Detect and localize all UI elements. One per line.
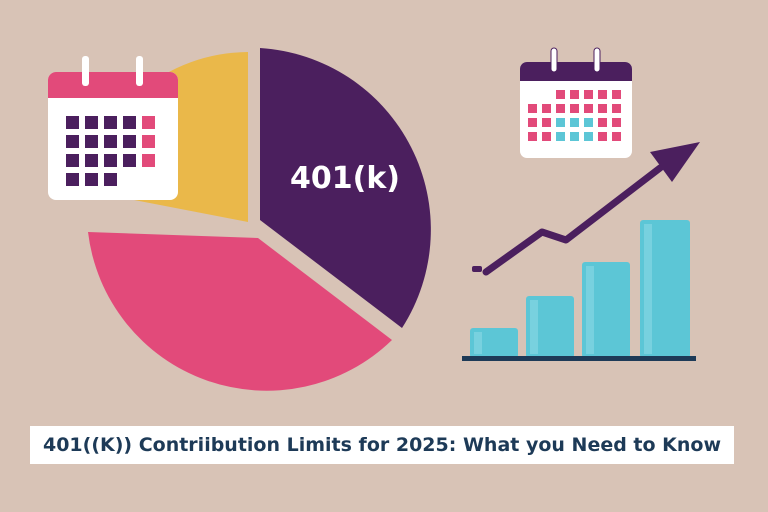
calendar-cell [528, 104, 537, 113]
calendar-cell [612, 104, 621, 113]
pie-label: 401(k) [290, 161, 400, 196]
trend-arrow-icon [472, 142, 700, 276]
calendar-cell [598, 90, 607, 99]
page-title: 401((K)) Contriibution Limits for 2025: … [42, 434, 722, 456]
calendar-cell [66, 173, 79, 186]
calendar-cell [528, 132, 537, 141]
calendar-cell [570, 132, 579, 141]
calendar-cell [142, 116, 155, 129]
pie-slice-pink [88, 232, 392, 391]
calendar-cell [570, 104, 579, 113]
bar [640, 220, 690, 358]
calendar-cell [584, 90, 593, 99]
calendar-cell [598, 118, 607, 127]
calendar-cell [542, 132, 551, 141]
pie-slice-purple [260, 48, 431, 328]
calendar-cell [123, 135, 136, 148]
calendar-cell [123, 116, 136, 129]
calendar-cell [66, 154, 79, 167]
calendar-cell [584, 104, 593, 113]
calendar-cell [570, 118, 579, 127]
calendar-cell [556, 118, 565, 127]
calendar-cell [85, 135, 98, 148]
calendar-cell [85, 154, 98, 167]
calendar-cell [542, 118, 551, 127]
calendar-cell [104, 135, 117, 148]
calendar-cell [556, 132, 565, 141]
calendar-cell [570, 90, 579, 99]
calendar-cell [612, 132, 621, 141]
calendar-cell [85, 116, 98, 129]
calendar-cell [104, 154, 117, 167]
calendar-cell [556, 90, 565, 99]
calendar-cell [612, 118, 621, 127]
calendar-cell [66, 116, 79, 129]
calendar-cell [584, 132, 593, 141]
calendar-cell [584, 118, 593, 127]
calendar-cell [123, 154, 136, 167]
calendar-cell [528, 118, 537, 127]
calendar-cell [598, 104, 607, 113]
calendar-cell [556, 104, 565, 113]
calendar-cell [598, 132, 607, 141]
bar-chart-icon [462, 220, 696, 361]
calendar-cell [542, 104, 551, 113]
calendar-cell [104, 116, 117, 129]
baseline [462, 356, 696, 361]
calendar-cell [612, 90, 621, 99]
title-banner: 401((K)) Contriibution Limits for 2025: … [30, 426, 734, 464]
calendar-icon [520, 47, 632, 158]
calendar-icon [48, 56, 178, 200]
calendar-cell [142, 154, 155, 167]
calendar-cell [104, 173, 117, 186]
calendar-cell [66, 135, 79, 148]
calendar-cell [142, 135, 155, 148]
calendar-cell [85, 173, 98, 186]
